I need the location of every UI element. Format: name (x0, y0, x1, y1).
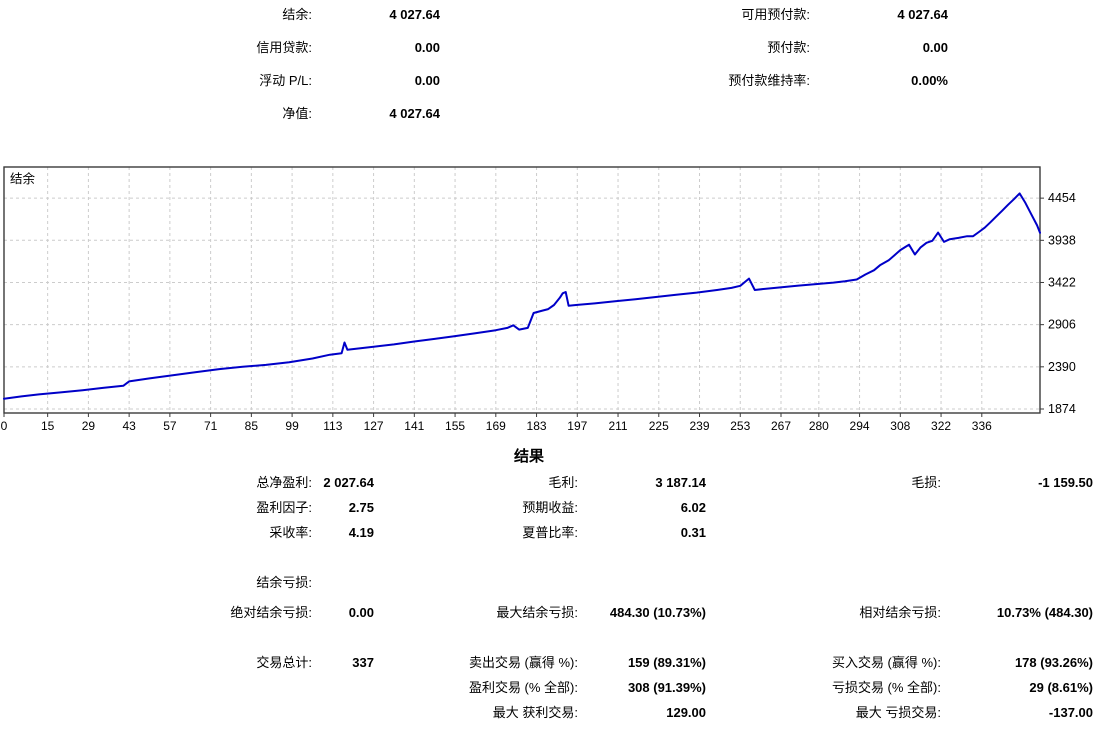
stat-value: 0.31 (680, 525, 706, 540)
stat-value: 10.73% (484.30) (996, 605, 1093, 620)
stat-label: 采收率: (269, 525, 312, 540)
summary-label: 预付款: (767, 40, 810, 55)
stat-value: 0.00 (348, 605, 374, 620)
stat-value: 3 187.14 (655, 475, 706, 490)
summary-label: 浮动 P/L: (259, 73, 312, 88)
y-tick-label: 3938 (1048, 233, 1076, 247)
summary-value: 4 027.64 (389, 7, 440, 22)
stat-label: 盈利交易 (% 全部): (468, 680, 578, 695)
x-tick-label: 85 (245, 419, 259, 430)
x-tick-label: 336 (972, 419, 992, 430)
x-tick-label: 155 (445, 419, 465, 430)
results-title: 结果 (513, 448, 544, 465)
stat-label: 夏普比率: (522, 525, 578, 540)
x-tick-label: 99 (285, 419, 299, 430)
x-tick-label: 197 (567, 419, 587, 430)
summary-label: 结余: (282, 7, 312, 22)
stat-label: 毛利: (548, 475, 578, 490)
stat-label: 结余亏损: (256, 575, 312, 590)
y-tick-label: 2390 (1048, 360, 1076, 374)
stat-label: 买入交易 (赢得 %): (831, 655, 941, 670)
stat-label: 亏损交易 (% 全部): (831, 680, 941, 695)
balance-line (3, 192, 1041, 400)
summary-value: 4 027.64 (389, 106, 440, 121)
y-tick-label: 3422 (1048, 275, 1076, 289)
stat-label: 预期收益: (522, 500, 578, 515)
x-tick-label: 0 (1, 419, 8, 430)
x-tick-label: 29 (82, 419, 96, 430)
stat-label: 最大 获利交易: (492, 705, 578, 720)
summary-label: 预付款维持率: (728, 73, 810, 88)
x-tick-label: 113 (323, 419, 342, 430)
x-tick-label: 169 (486, 419, 506, 430)
x-tick-label: 141 (404, 419, 424, 430)
stat-value: 29 (8.61%) (1029, 680, 1093, 695)
x-tick-label: 43 (122, 419, 136, 430)
x-tick-label: 267 (771, 419, 791, 430)
stat-label: 最大 亏损交易: (855, 705, 941, 720)
stat-value: 484.30 (10.73%) (609, 605, 706, 620)
x-tick-label: 127 (364, 419, 384, 430)
chart-border (3, 166, 1041, 414)
summary-value: 4 027.64 (897, 7, 948, 22)
stat-label: 绝对结余亏损: (230, 605, 312, 620)
stat-value: 337 (352, 655, 374, 670)
stat-value: 4.19 (348, 525, 374, 540)
stat-label: 交易总计: (256, 655, 312, 670)
stat-value: -1 159.50 (1038, 475, 1093, 490)
stat-value: 308 (91.39%) (627, 680, 706, 695)
stat-value: 6.02 (680, 500, 706, 515)
x-tick-label: 239 (690, 419, 710, 430)
y-tick-label: 2906 (1048, 318, 1076, 332)
summary-value: 0.00% (911, 73, 948, 88)
stat-value: 159 (89.31%) (627, 655, 706, 670)
summary-value: 0.00 (922, 40, 948, 55)
summary-value: 0.00 (414, 73, 440, 88)
x-tick-label: 280 (809, 419, 829, 430)
stat-label: 最大结余亏损: (496, 605, 578, 620)
summary-label: 信用贷款: (256, 40, 312, 55)
x-tick-label: 15 (41, 419, 55, 430)
chart-title: 结余 (10, 171, 36, 186)
balance-chart-svg: 0 15 29 43 57 71 85 99 113 127 141 155 169 183 197 211 2… (1, 166, 1076, 430)
x-tick-label: 253 (730, 419, 750, 430)
stat-label: 盈利因子: (256, 500, 312, 515)
x-tick-label: 71 (204, 419, 218, 430)
stat-value: 2 027.64 (323, 475, 374, 490)
summary-label: 可用预付款: (741, 7, 810, 22)
stat-label: 毛损: (911, 475, 941, 490)
stat-value: -137.00 (1048, 705, 1093, 720)
x-tick-label: 322 (931, 419, 951, 430)
summary-label: 净值: (282, 106, 312, 121)
y-tick-label: 1874 (1048, 402, 1076, 416)
stat-label: 相对结余亏损: (859, 605, 941, 620)
stat-value: 129.00 (666, 705, 706, 720)
y-tick-label: 4454 (1048, 191, 1076, 205)
x-tick-label: 294 (850, 419, 870, 430)
x-tick-label: 183 (527, 419, 547, 430)
x-tick-label: 225 (649, 419, 669, 430)
x-tick-label: 57 (163, 419, 177, 430)
stat-label: 总净盈利: (256, 475, 312, 490)
stat-value: 178 (93.26%) (1014, 655, 1093, 670)
x-tick-label: 308 (890, 419, 910, 430)
x-tick-label: 211 (608, 419, 627, 430)
stat-label: 卖出交易 (赢得 %): (468, 655, 578, 670)
stat-value: 2.75 (348, 500, 374, 515)
summary-value: 0.00 (414, 40, 440, 55)
